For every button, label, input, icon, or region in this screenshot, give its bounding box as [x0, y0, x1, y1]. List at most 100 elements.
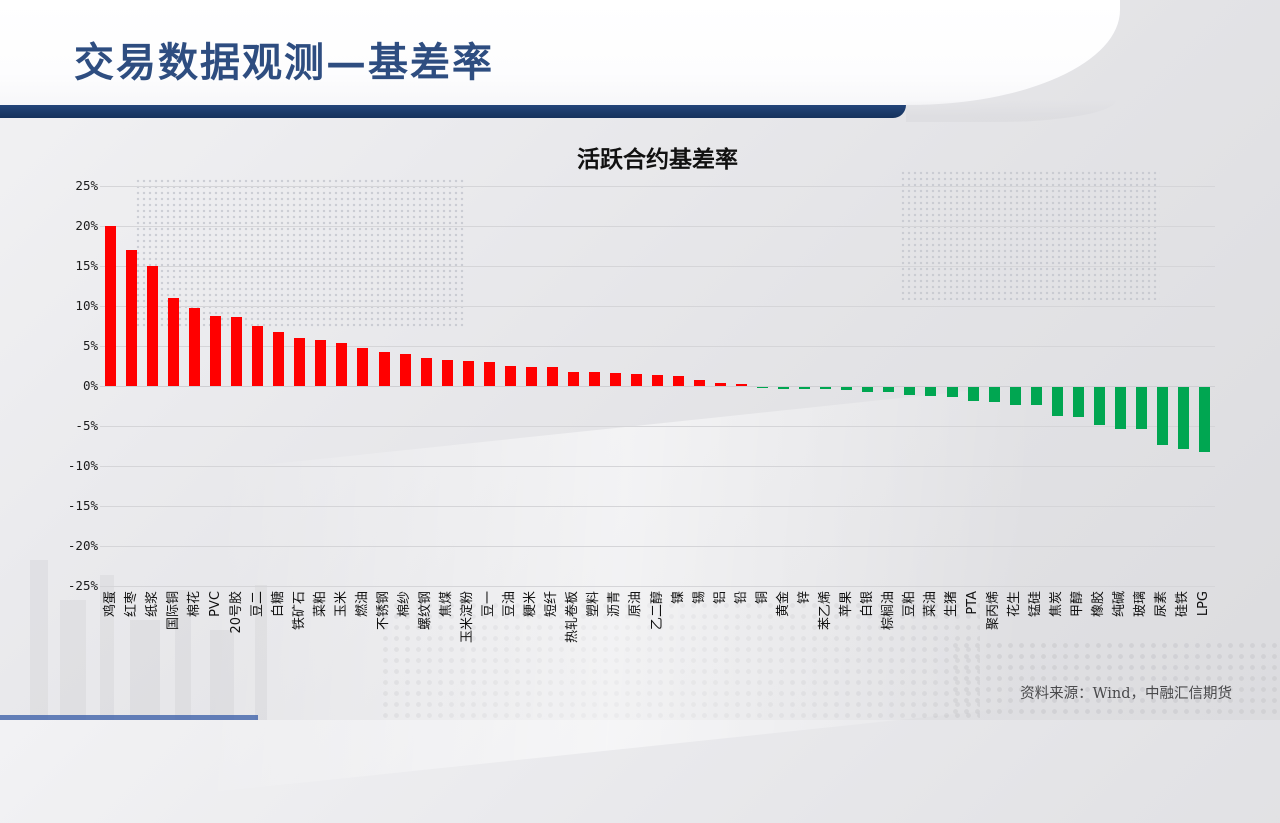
- x-tick-label-text: 不锈钢: [376, 591, 391, 631]
- bar-玉米淀粉: [462, 361, 474, 386]
- x-tick-label-text: 纯碱: [1112, 591, 1128, 618]
- x-tick-label-text: LPG: [1196, 591, 1212, 617]
- bar-棉纱: [399, 354, 411, 386]
- x-tick-label-text: 20号胶: [228, 591, 244, 634]
- y-tick-label: -15%: [67, 498, 98, 513]
- bar-玉米: [336, 342, 348, 386]
- bar-铝: [715, 383, 727, 386]
- y-tick-label: 5%: [82, 338, 98, 353]
- bar-锌: [799, 387, 811, 390]
- worldmap-dots-chart-right: [900, 170, 1160, 300]
- bar-国际铜: [168, 298, 180, 386]
- x-tick-label-text: 玉米淀粉: [460, 591, 476, 644]
- gridline--5%: [100, 426, 1215, 427]
- x-tick-label-text: 白糖: [270, 591, 286, 618]
- x-tick-label-text: 玉米: [333, 591, 349, 618]
- skyline-silhouette: [60, 600, 86, 720]
- gridline-25%: [100, 186, 1215, 187]
- y-tick-label: 20%: [75, 218, 98, 233]
- x-tick-label-text: 橡胶: [1091, 591, 1107, 618]
- bar-黄金: [778, 387, 790, 389]
- x-tick-label-text: 原油: [628, 591, 644, 618]
- bar-塑料: [588, 372, 600, 386]
- x-tick-label-text: 黄金: [775, 591, 791, 618]
- x-tick-label-text: 锰硅: [1028, 591, 1044, 618]
- bar-橡胶: [1093, 387, 1105, 425]
- bar-原油: [630, 374, 642, 386]
- bar-鸡蛋: [105, 226, 117, 386]
- x-tick-label-text: 豆一: [481, 591, 497, 618]
- bar-螺纹钢: [420, 358, 432, 386]
- gridline--15%: [100, 506, 1215, 507]
- x-tick-label-text: 硅铁: [1175, 591, 1191, 618]
- bar-菜粕: [315, 339, 327, 386]
- x-tick-label-text: 菜粕: [312, 591, 328, 618]
- x-tick-label-text: 国际铜: [165, 591, 181, 631]
- bar-花生: [1009, 387, 1021, 405]
- x-tick-label-text: 豆油: [502, 591, 518, 618]
- bar-豆二: [252, 326, 264, 386]
- y-tick-label: 15%: [75, 258, 98, 273]
- gridline-15%: [100, 266, 1215, 267]
- x-tick-label-text: 塑料: [586, 591, 602, 618]
- gridline--20%: [100, 546, 1215, 547]
- x-tick-label-text: 粳米: [523, 591, 539, 618]
- bar-棉花: [189, 307, 201, 386]
- x-tick-label-text: 热轧卷板: [565, 591, 581, 644]
- bar-硅铁: [1177, 387, 1189, 450]
- bar-20号胶: [231, 317, 243, 386]
- source-note: 资料来源：Wind，中融汇信期货: [1020, 686, 1232, 702]
- header-divider-bar: [0, 105, 906, 118]
- bar-豆油: [504, 366, 516, 386]
- x-tick-label-text: 铅: [733, 591, 749, 605]
- bar-棕榈油: [883, 387, 895, 393]
- bar-粳米: [525, 366, 537, 386]
- bar-短纤: [546, 367, 558, 386]
- bar-白糖: [273, 331, 285, 386]
- y-tick-label: 0%: [82, 378, 98, 393]
- bar-苹果: [841, 387, 853, 391]
- bar-生猪: [946, 387, 958, 398]
- x-tick-label-text: 苹果: [838, 591, 854, 618]
- x-tick-label-text: 菜油: [922, 591, 938, 618]
- bar-PVC: [210, 316, 222, 386]
- bar-豆一: [483, 362, 495, 386]
- gridline-5%: [100, 346, 1215, 347]
- x-tick-label-text: 花生: [1007, 591, 1023, 618]
- bar-铜: [757, 387, 769, 388]
- bar-锡: [694, 380, 706, 386]
- x-tick-label-text: 生猪: [944, 591, 960, 618]
- x-tick-label-text: 锌: [796, 591, 812, 605]
- y-tick-label: -10%: [67, 458, 98, 473]
- x-tick-label-text: 镍: [670, 591, 686, 605]
- x-tick-label-text: 甲醇: [1070, 591, 1086, 618]
- header-band: [0, 0, 1120, 105]
- chart-title: 活跃合约基差率: [577, 146, 738, 173]
- bar-乙二醇: [652, 374, 663, 386]
- x-tick-label-text: 聚丙烯: [986, 591, 1002, 631]
- diagonal-swoosh: [0, 337, 1280, 823]
- gridline-10%: [100, 306, 1215, 307]
- gridline-0%: [100, 386, 1215, 387]
- x-tick-label-text: 铁矿石: [291, 591, 307, 631]
- bottom-accent-strip: [0, 715, 258, 720]
- x-tick-label-text: 棕榈油: [880, 591, 896, 631]
- bar-PTA: [967, 387, 979, 402]
- x-tick-label-text: 纸浆: [144, 591, 160, 618]
- x-tick-label-text: 乙二醇: [649, 591, 665, 631]
- header-divider-tail: [906, 100, 1116, 122]
- x-tick-label-text: 玻璃: [1133, 591, 1149, 618]
- y-tick-label: 10%: [75, 298, 98, 313]
- gridline--25%: [100, 586, 1215, 587]
- bar-纸浆: [147, 266, 159, 386]
- y-tick-label: -25%: [67, 578, 98, 593]
- bar-焦煤: [441, 359, 453, 386]
- bar-玻璃: [1135, 387, 1147, 429]
- x-tick-label-text: 螺纹钢: [418, 591, 434, 631]
- x-tick-label-text: 短纤: [544, 591, 560, 618]
- bar-铅: [736, 384, 748, 386]
- bar-白银: [862, 387, 874, 392]
- x-tick-label-text: 苯乙烯: [817, 591, 833, 631]
- slide-title: 交易数据观测—基差率: [74, 39, 494, 86]
- bar-焦炭: [1051, 387, 1063, 416]
